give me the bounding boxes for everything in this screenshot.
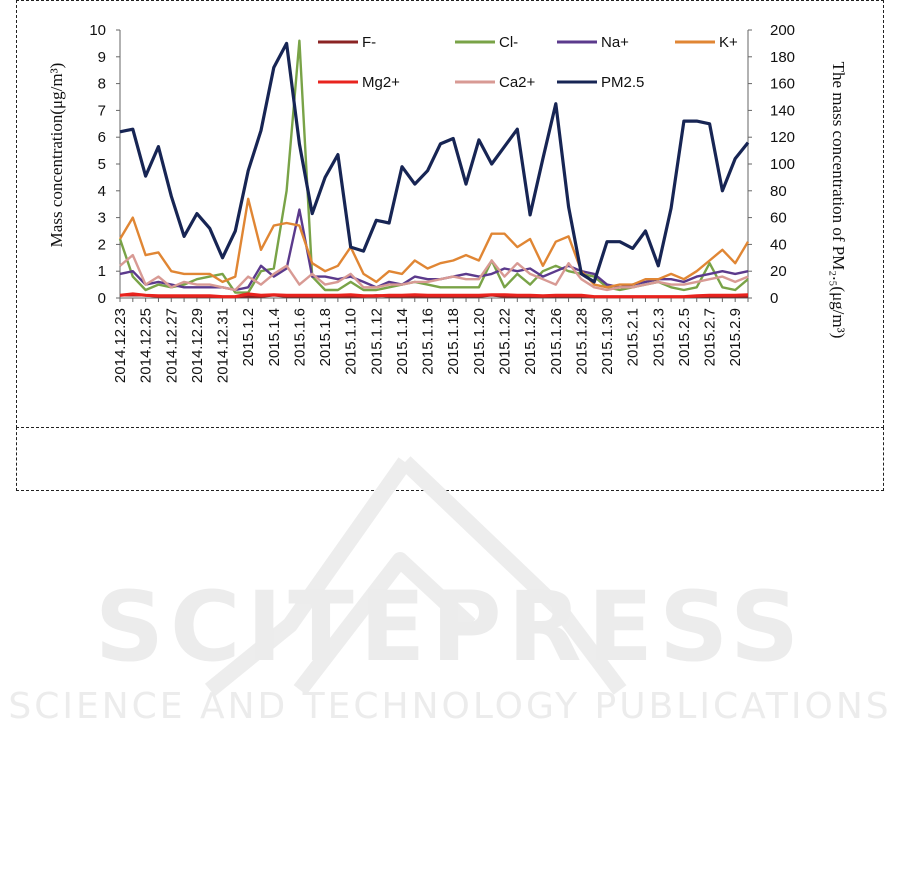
- x-tick-label: 2014.12.29: [189, 308, 206, 383]
- y-left-tick-label: 8: [98, 76, 106, 93]
- series-line-pm25: [119, 41, 750, 284]
- y-left-tick-label: 3: [98, 210, 106, 227]
- watermark-logo-wordmark: SCITEPRESS: [95, 571, 805, 683]
- y-left-tick-label: 7: [98, 102, 106, 119]
- x-tick-label: 2015.1.10: [343, 308, 360, 375]
- x-tick-label: 2015.1.8: [317, 308, 334, 366]
- y-right-tick-label: 20: [770, 263, 787, 280]
- x-tick-label: 2014.12.27: [163, 308, 180, 383]
- series-line-k: [118, 197, 750, 289]
- y-left-tick-label: 4: [98, 183, 106, 200]
- x-tick-label: 2015.2.5: [676, 308, 693, 366]
- y-right-tick-label: 60: [770, 210, 787, 227]
- series-line-ca2: [119, 253, 749, 292]
- x-tick-label: 2015.1.6: [291, 308, 308, 366]
- x-tick-label: 2015.1.26: [548, 308, 565, 375]
- y-left-tick-label: 2: [98, 236, 106, 253]
- y-right-tick-label: 0: [770, 290, 778, 307]
- watermark-logo-tagline: SCIENCE AND TECHNOLOGY PUBLICATIONS: [8, 686, 891, 727]
- y-right-tick-label: 120: [770, 129, 795, 146]
- x-tick-label: 2015.2.7: [702, 308, 719, 366]
- legend-label: F-: [362, 34, 376, 51]
- legend-label: PM2.5: [601, 74, 644, 91]
- y-left-tick-label: 9: [98, 49, 106, 66]
- watermark-logo-mark: [204, 456, 627, 697]
- y-right-tick-label: 40: [770, 236, 787, 253]
- x-tick-label: 2015.1.20: [471, 308, 488, 375]
- caption-frame: [16, 427, 884, 491]
- x-tick-label: 2015.1.18: [445, 308, 462, 375]
- y-left-tick-label: 6: [98, 129, 106, 146]
- legend-label: K+: [719, 34, 738, 51]
- x-tick-label: 2014.12.25: [138, 308, 155, 383]
- x-tick-label: 2015.1.4: [266, 308, 283, 366]
- legend-label: Cl-: [499, 34, 518, 51]
- ion-pm25-line-chart: 0123456789100204060801001201401601802002…: [47, 22, 848, 383]
- y-axis-right-title: The mass concentration of PM₂.₅(μg/m³): [829, 62, 848, 339]
- x-tick-label: 2015.2.9: [727, 308, 744, 366]
- x-tick-label: 2015.1.12: [368, 308, 385, 375]
- x-tick-label: 2015.2.3: [650, 308, 667, 366]
- y-left-tick-label: 5: [98, 156, 106, 173]
- x-tick-label: 2015.1.16: [420, 308, 437, 375]
- y-left-tick-label: 1: [98, 263, 106, 280]
- x-tick-label: 2014.12.23: [112, 308, 129, 383]
- x-tick-label: 2015.2.1: [625, 308, 642, 366]
- x-tick-label: 2015.1.28: [573, 308, 590, 375]
- y-right-tick-label: 180: [770, 49, 795, 66]
- y-right-tick-label: 80: [770, 183, 787, 200]
- y-right-tick-label: 200: [770, 22, 795, 39]
- y-right-tick-label: 140: [770, 102, 795, 119]
- legend-label: Mg2+: [362, 74, 400, 91]
- series-line-mg2: [119, 292, 749, 299]
- y-axis-left-title: Mass concentration(μg/m³): [47, 63, 66, 248]
- y-left-tick-label: 0: [98, 290, 106, 307]
- x-tick-label: 2015.1.24: [522, 308, 539, 375]
- y-right-tick-label: 100: [770, 156, 795, 173]
- x-tick-label: 2015.1.14: [394, 308, 411, 375]
- x-tick-label: 2015.1.30: [599, 308, 616, 375]
- x-tick-label: 2015.1.2: [240, 308, 257, 366]
- y-right-tick-label: 160: [770, 76, 795, 93]
- y-left-tick-label: 10: [89, 22, 106, 39]
- legend-label: Na+: [601, 34, 629, 51]
- x-tick-label: 2015.1.22: [496, 308, 513, 375]
- x-tick-label: 2014.12.31: [215, 308, 232, 383]
- legend-label: Ca2+: [499, 74, 536, 91]
